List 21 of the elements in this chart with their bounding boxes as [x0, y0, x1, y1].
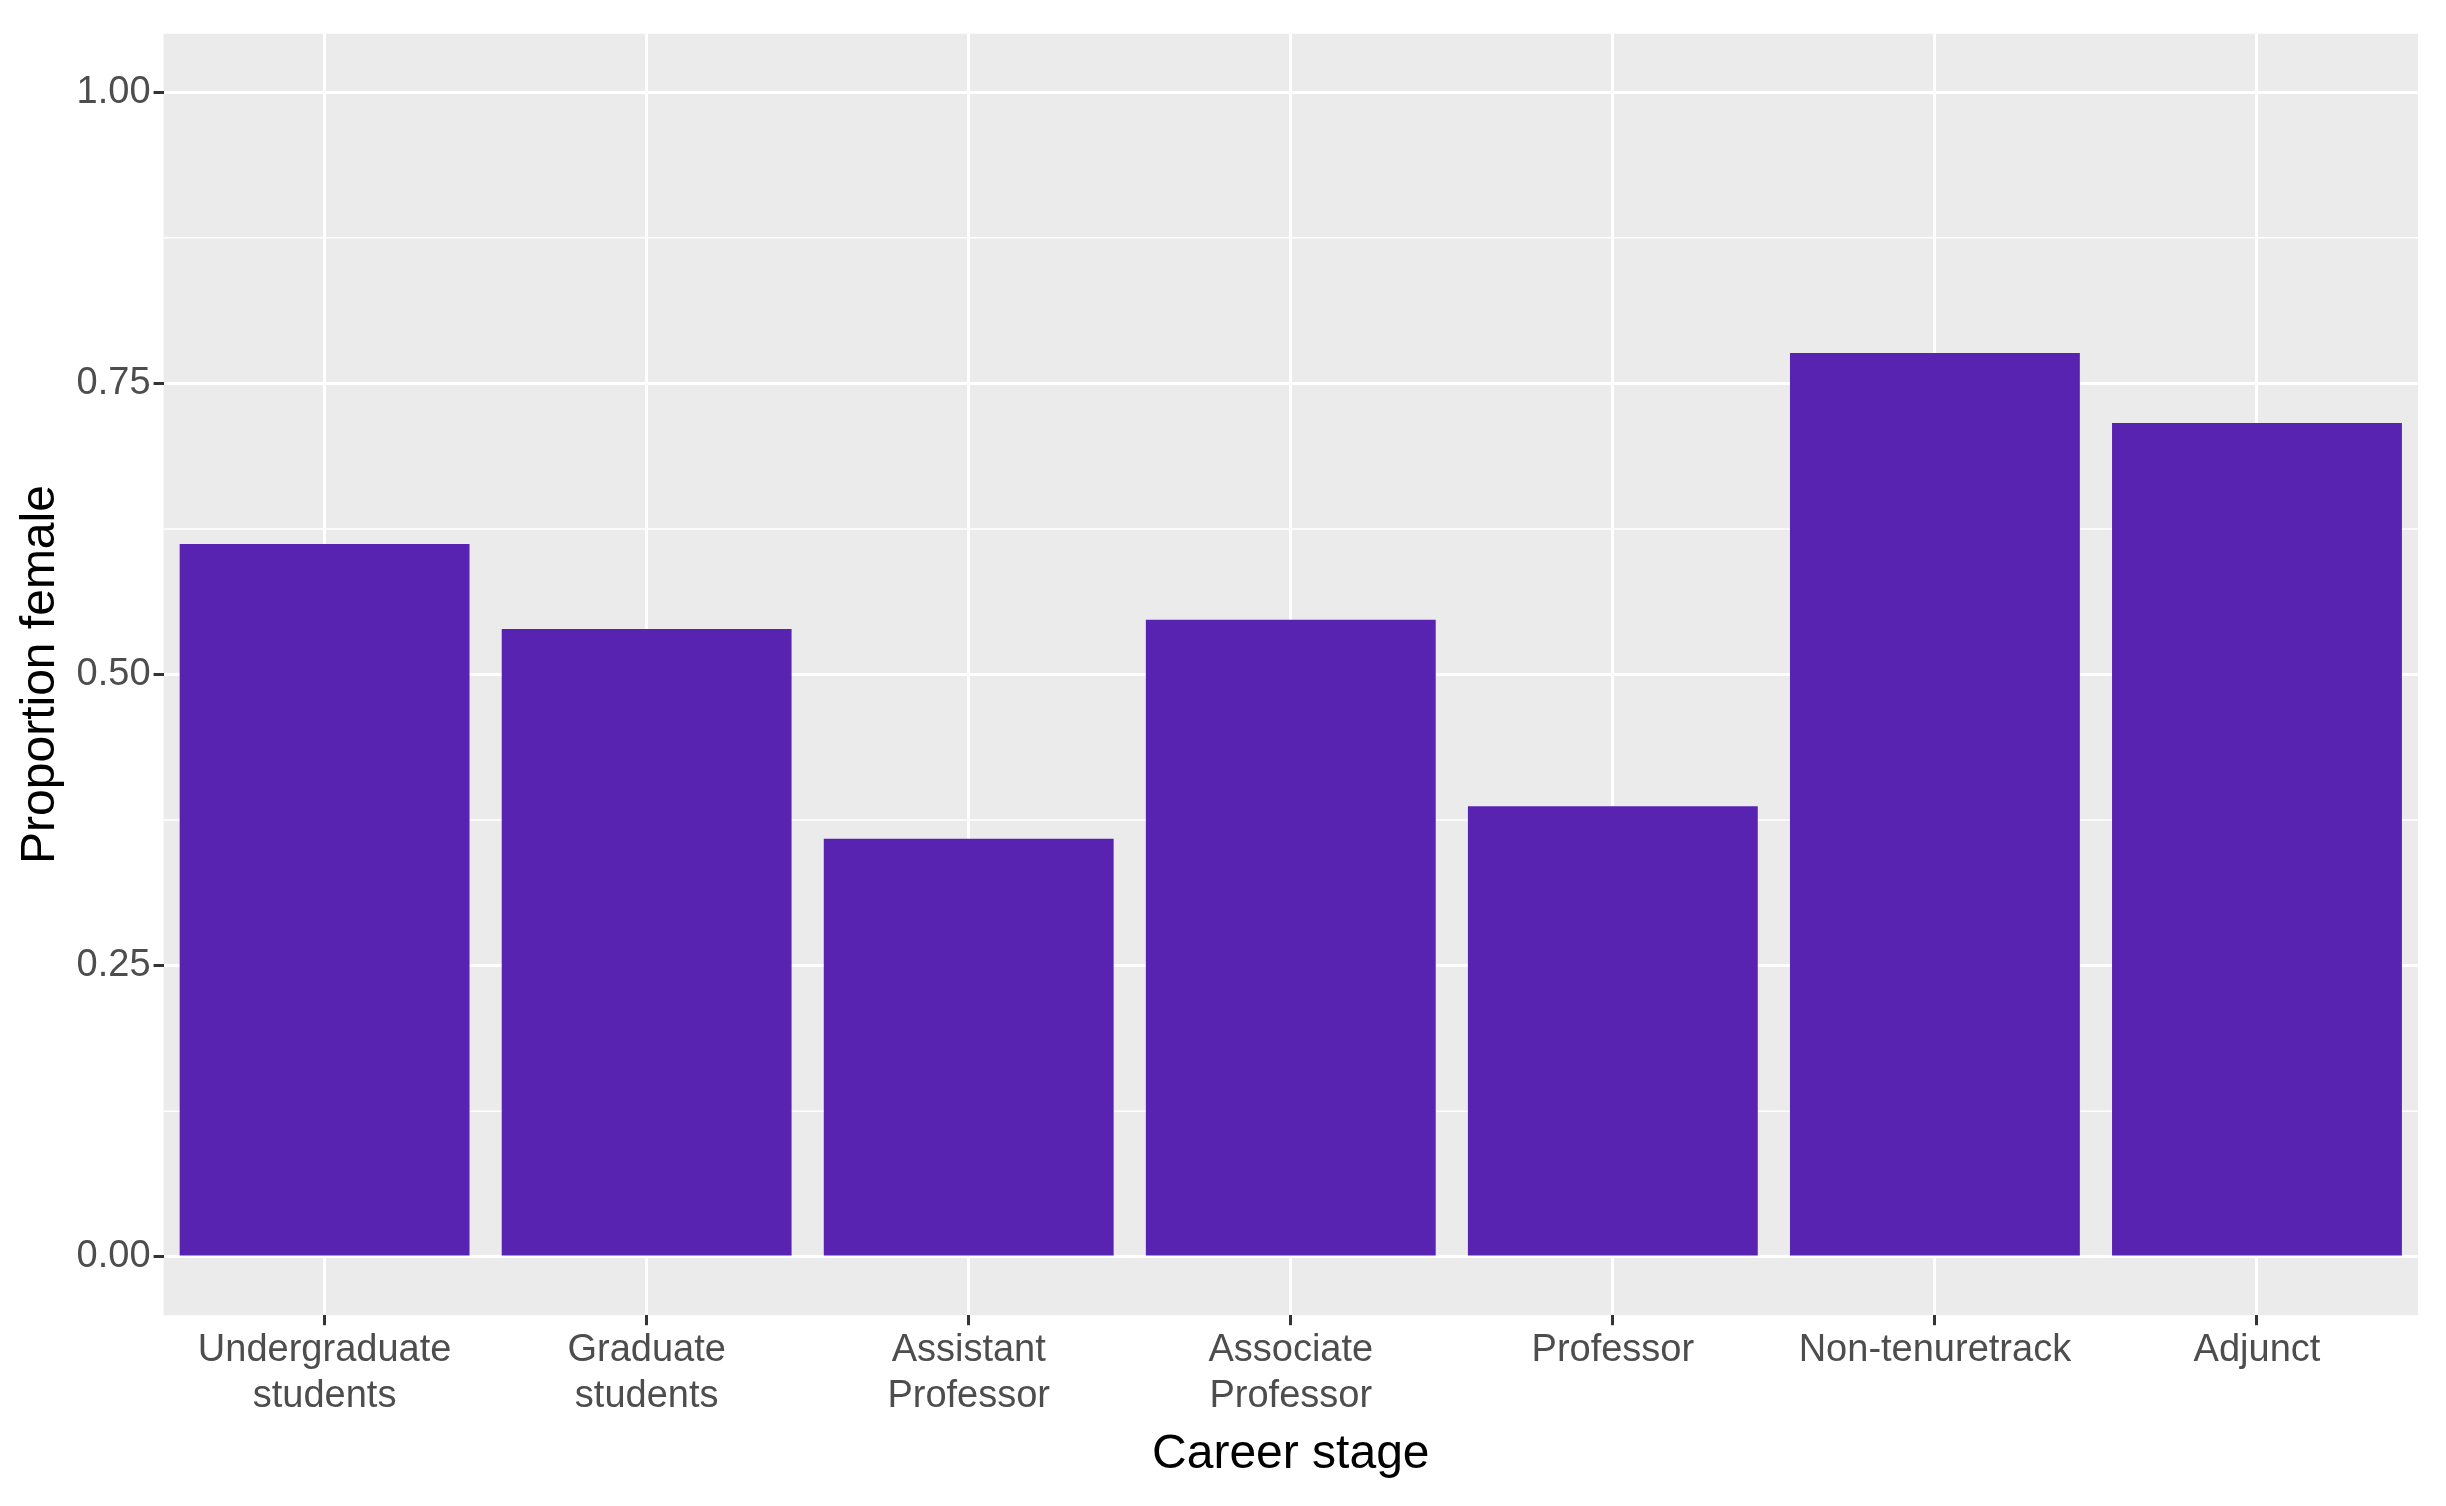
- y-tick-label: 0.75: [76, 359, 151, 402]
- bar: [823, 838, 1114, 1256]
- y-axis-title: Proportion female: [11, 485, 65, 864]
- y-tick-label: 0.25: [76, 942, 151, 985]
- x-tick-label: Associate Professor: [1208, 1327, 1374, 1416]
- y-tick-label: 1.00: [76, 68, 151, 111]
- x-tick-label: Adjunct: [2193, 1327, 2321, 1370]
- x-tick-label: Graduate students: [567, 1327, 726, 1416]
- y-tick-label: 0.00: [76, 1233, 151, 1276]
- x-axis-title: Career stage: [1152, 1425, 1430, 1479]
- bar: [1145, 619, 1436, 1256]
- bar: [501, 629, 792, 1256]
- bar: [2112, 422, 2402, 1256]
- x-tick-label: Undergraduate students: [197, 1327, 452, 1416]
- bar: [1467, 806, 1758, 1256]
- bar: [179, 544, 470, 1256]
- x-tick-label: Professor: [1531, 1327, 1695, 1370]
- y-tick-label: 0.50: [76, 650, 151, 693]
- x-tick-label: Assistant Professor: [887, 1327, 1051, 1416]
- x-tick-label: Non-tenuretrack: [1798, 1327, 2073, 1370]
- bar: [1789, 352, 2080, 1256]
